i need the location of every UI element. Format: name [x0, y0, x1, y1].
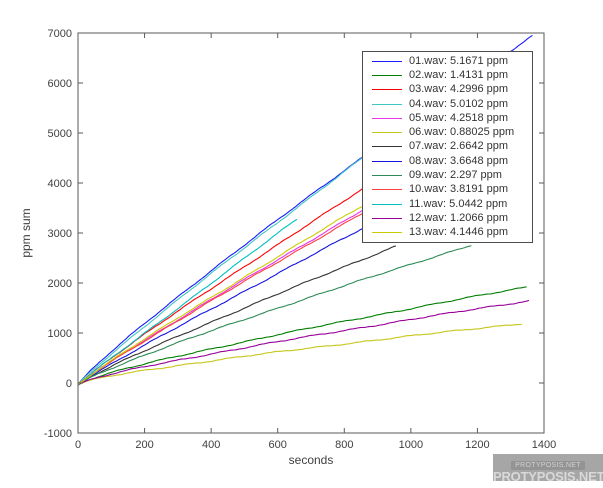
y-tick-label: 6000	[48, 78, 72, 90]
legend-item-label: 06.wav: 0.88025 ppm	[409, 126, 515, 139]
legend-line-swatch	[372, 89, 402, 91]
legend: 01.wav: 5.1671 ppm 02.wav: 1.4131 ppm 03.w…	[362, 51, 533, 243]
legend-line-swatch	[372, 232, 402, 234]
series-line-12-wav	[77, 299, 530, 386]
legend-item: 09.wav: 2.297 ppm	[363, 169, 532, 182]
legend-line-swatch	[372, 175, 402, 177]
x-tick-label: 600	[269, 439, 287, 451]
x-tick-label: 1000	[399, 439, 423, 451]
x-tick-label: 1400	[532, 439, 556, 451]
legend-item-label: 12.wav: 1.2066 ppm	[409, 211, 509, 224]
legend-line-swatch	[372, 132, 402, 134]
legend-item-label: 02.wav: 1.4131 ppm	[409, 68, 509, 81]
legend-item: 10.wav: 3.8191 ppm	[363, 183, 532, 196]
series-line-02-wav	[77, 286, 527, 385]
legend-line-swatch	[372, 74, 402, 76]
x-axis-label: seconds	[288, 453, 334, 467]
series-line-06-wav	[77, 323, 522, 386]
legend-item: 03.wav: 4.2996 ppm	[363, 83, 532, 96]
legend-item-label: 07.wav: 2.6642 ppm	[409, 140, 509, 153]
legend-item-label: 11.wav: 5.0442 ppm	[409, 197, 508, 210]
legend-item: 08.wav: 3.6648 ppm	[363, 155, 532, 168]
x-tick-label: 0	[75, 439, 81, 451]
watermark: PROTYPOSIS.NET PROTYPOSIS.NET	[493, 454, 603, 481]
x-tick-label: 400	[202, 439, 220, 451]
legend-item: 02.wav: 1.4131 ppm	[363, 69, 532, 82]
legend-line-swatch	[372, 146, 402, 148]
y-tick-label: 5000	[48, 128, 72, 140]
series-line-11-wav	[77, 218, 298, 386]
legend-line-swatch	[372, 160, 402, 162]
y-tick-label: 2000	[48, 278, 72, 290]
legend-item-label: 01.wav: 5.1671 ppm	[409, 54, 509, 67]
legend-line-swatch	[372, 189, 402, 191]
y-tick-label: 1000	[48, 328, 72, 340]
y-tick-label: 3000	[48, 228, 72, 240]
y-tick-label: 4000	[48, 178, 72, 190]
legend-line-swatch	[372, 117, 402, 119]
legend-item-label: 09.wav: 2.297 ppm	[409, 169, 502, 182]
x-tick-label: 800	[335, 439, 353, 451]
y-tick-label: 7000	[48, 28, 72, 40]
x-tick-label: 200	[135, 439, 153, 451]
legend-line-swatch	[372, 217, 402, 219]
legend-item-label: 05.wav: 4.2518 ppm	[409, 111, 509, 124]
legend-item: 11.wav: 5.0442 ppm	[363, 198, 532, 211]
legend-item: 07.wav: 2.6642 ppm	[363, 140, 532, 153]
series-line-10-wav	[77, 212, 364, 385]
legend-item-label: 13.wav: 4.1446 ppm	[409, 226, 509, 239]
series-line-08-wav	[77, 228, 363, 386]
y-axis-label: ppm sum	[19, 208, 33, 258]
series-line-04-wav	[77, 157, 363, 385]
legend-item-label: 04.wav: 5.0102 ppm	[409, 97, 509, 110]
legend-item-label: 10.wav: 3.8191 ppm	[409, 183, 509, 196]
legend-item: 05.wav: 4.2518 ppm	[363, 112, 532, 125]
legend-line-swatch	[372, 203, 402, 205]
legend-item: 01.wav: 5.1671 ppm	[363, 55, 532, 68]
legend-item: 13.wav: 4.1446 ppm	[363, 226, 532, 239]
series-line-13-wav	[77, 205, 364, 386]
legend-item-label: 08.wav: 3.6648 ppm	[409, 154, 509, 167]
legend-item: 12.wav: 1.2066 ppm	[363, 212, 532, 225]
legend-item-label: 03.wav: 4.2996 ppm	[409, 83, 509, 96]
watermark-large-text: PROTYPOSIS.NET	[493, 469, 603, 482]
watermark-small-text: PROTYPOSIS.NET	[511, 461, 585, 470]
legend-line-swatch	[372, 60, 402, 62]
y-tick-label: 0	[66, 378, 72, 390]
series-line-07-wav	[77, 245, 397, 386]
legend-item: 04.wav: 5.0102 ppm	[363, 98, 532, 111]
y-tick-label: -1000	[44, 428, 72, 440]
legend-line-swatch	[372, 103, 402, 105]
x-tick-label: 1200	[465, 439, 489, 451]
legend-item: 06.wav: 0.88025 ppm	[363, 126, 532, 139]
series-line-09-wav	[77, 245, 472, 386]
